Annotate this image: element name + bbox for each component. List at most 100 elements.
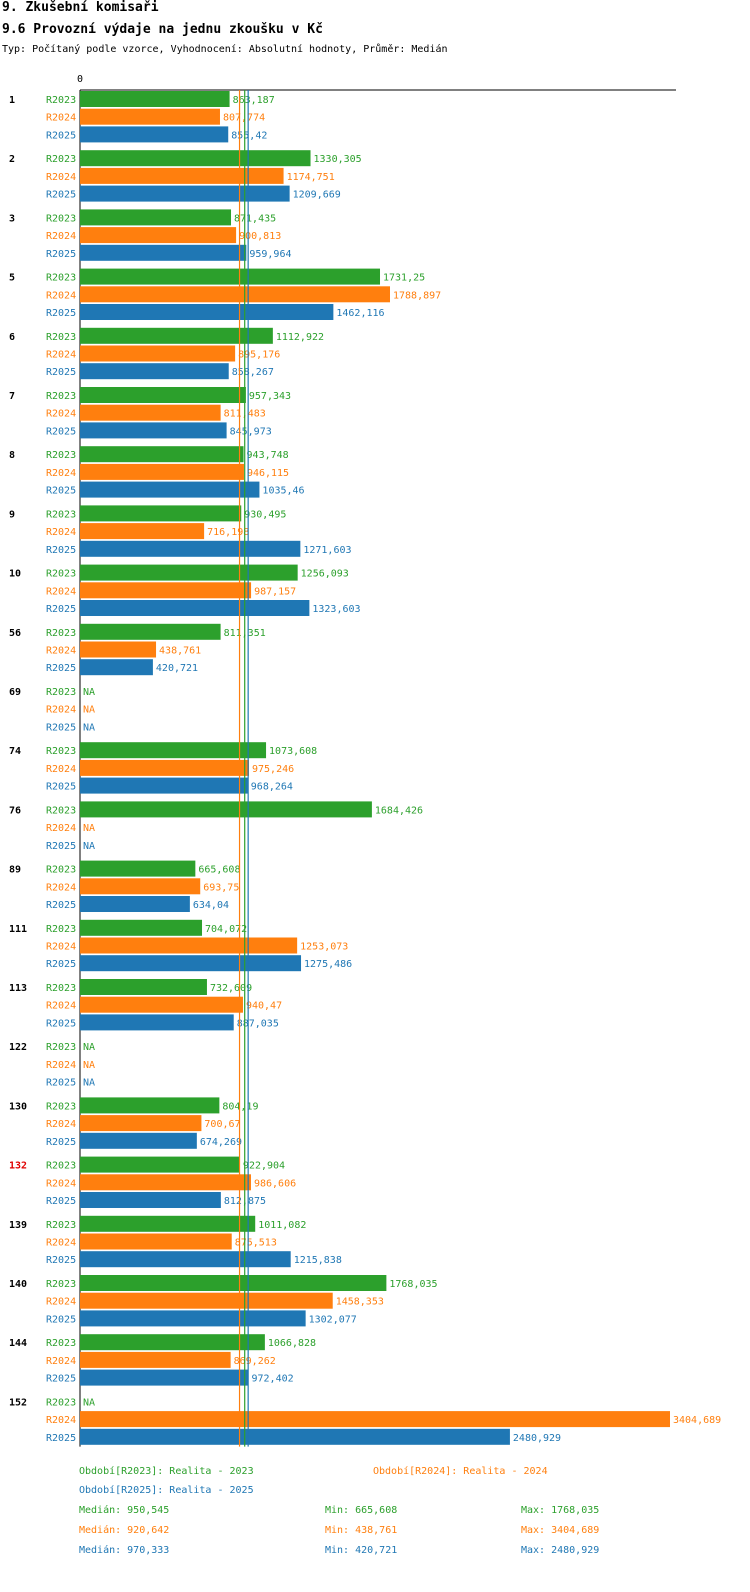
bar-130-R2024 xyxy=(80,1115,202,1132)
bar-6-R2023 xyxy=(80,327,273,344)
value-label-10-R2024: 987,157 xyxy=(254,586,296,597)
series-label-9-R2025: R2025 xyxy=(46,545,76,556)
category-label-130: 130 xyxy=(9,1101,27,1112)
bar-1-R2023 xyxy=(80,91,230,107)
bar-2-R2024 xyxy=(80,167,284,184)
value-label-8-R2025: 1035,46 xyxy=(262,486,304,497)
value-label-144-R2024: 869,262 xyxy=(234,1356,276,1367)
value-label-56-R2025: 420,721 xyxy=(156,663,198,674)
series-label-132-R2024: R2024 xyxy=(46,1178,76,1189)
stat-min-r2023: Min: 665,608 xyxy=(325,1505,398,1516)
bar-139-R2023 xyxy=(80,1215,256,1232)
value-label-5-R2025: 1462,116 xyxy=(336,308,384,319)
category-label-111: 111 xyxy=(9,924,27,935)
series-label-9-R2023: R2023 xyxy=(46,509,76,520)
value-label-69-R2025: NA xyxy=(83,722,95,733)
stat-max-r2023: Max: 1768,035 xyxy=(521,1505,600,1516)
category-label-69: 69 xyxy=(9,687,21,698)
value-label-89-R2023: 665,608 xyxy=(198,865,240,876)
category-label-139: 139 xyxy=(9,1220,27,1231)
bar-144-R2023 xyxy=(80,1334,265,1351)
bar-132-R2024 xyxy=(80,1174,251,1191)
bar-144-R2024 xyxy=(80,1351,231,1368)
series-label-152-R2023: R2023 xyxy=(46,1397,76,1408)
series-label-8-R2025: R2025 xyxy=(46,486,76,497)
series-label-113-R2024: R2024 xyxy=(46,1001,76,1012)
value-label-1-R2025: 855,42 xyxy=(231,130,267,141)
value-label-111-R2023: 704,072 xyxy=(205,924,247,935)
series-label-113-R2025: R2025 xyxy=(46,1018,76,1029)
value-label-2-R2024: 1174,751 xyxy=(287,172,335,183)
value-label-56-R2024: 438,761 xyxy=(159,646,201,657)
series-label-6-R2024: R2024 xyxy=(46,350,76,361)
category-label-152: 152 xyxy=(9,1397,27,1408)
value-label-10-R2023: 1256,093 xyxy=(301,569,349,580)
value-label-76-R2023: 1684,426 xyxy=(375,805,423,816)
series-label-144-R2024: R2024 xyxy=(46,1356,76,1367)
value-label-2-R2025: 1209,669 xyxy=(293,190,341,201)
series-label-7-R2023: R2023 xyxy=(46,391,76,402)
series-label-139-R2025: R2025 xyxy=(46,1255,76,1266)
bar-139-R2024 xyxy=(80,1233,232,1250)
category-label-56: 56 xyxy=(9,628,21,639)
stat-min-r2025: Min: 420,721 xyxy=(325,1545,398,1556)
legend-r2024: Období[R2024]: Realita - 2024 xyxy=(373,1466,548,1477)
series-label-6-R2025: R2025 xyxy=(46,367,76,378)
series-label-69-R2023: R2023 xyxy=(46,687,76,698)
value-label-89-R2025: 634,04 xyxy=(193,900,229,911)
bar-7-R2023 xyxy=(80,387,246,403)
value-label-139-R2023: 1011,082 xyxy=(258,1220,306,1231)
series-label-122-R2024: R2024 xyxy=(46,1060,76,1071)
legend-r2025: Období[R2025]: Realita - 2025 xyxy=(79,1485,254,1496)
series-label-111-R2024: R2024 xyxy=(46,942,76,953)
value-label-139-R2025: 1215,838 xyxy=(294,1255,342,1266)
series-label-132-R2023: R2023 xyxy=(46,1161,76,1172)
series-label-5-R2024: R2024 xyxy=(46,290,76,301)
bar-9-R2023 xyxy=(80,505,242,522)
bar-111-R2023 xyxy=(80,919,203,936)
value-label-130-R2023: 804,19 xyxy=(222,1101,258,1112)
bar-5-R2023 xyxy=(80,268,381,285)
bar-10-R2024 xyxy=(80,582,252,599)
bar-113-R2025 xyxy=(80,1014,234,1031)
series-label-3-R2025: R2025 xyxy=(46,249,76,260)
value-label-76-R2024: NA xyxy=(83,823,95,834)
value-label-152-R2025: 2480,929 xyxy=(513,1433,561,1444)
bar-7-R2025 xyxy=(80,422,227,439)
chart-title: 9.6 Provozní výdaje na jednu zkoušku v K… xyxy=(2,22,323,37)
bar-74-R2024 xyxy=(80,759,250,776)
value-label-89-R2024: 693,75 xyxy=(203,882,239,893)
value-label-10-R2025: 1323,603 xyxy=(312,604,360,615)
bar-8-R2023 xyxy=(80,446,244,463)
series-label-130-R2025: R2025 xyxy=(46,1137,76,1148)
series-label-7-R2024: R2024 xyxy=(46,409,76,420)
series-label-89-R2023: R2023 xyxy=(46,865,76,876)
bar-6-R2025 xyxy=(80,363,229,380)
series-label-74-R2023: R2023 xyxy=(46,746,76,757)
value-label-3-R2024: 900,813 xyxy=(239,231,281,242)
bar-3-R2023 xyxy=(80,209,232,226)
stat-median-r2024: Medián: 920,642 xyxy=(79,1525,170,1536)
bar-56-R2025 xyxy=(80,659,153,676)
bar-140-R2024 xyxy=(80,1292,333,1309)
series-label-89-R2025: R2025 xyxy=(46,900,76,911)
series-label-74-R2025: R2025 xyxy=(46,782,76,793)
value-label-113-R2023: 732,609 xyxy=(210,983,252,994)
category-label-74: 74 xyxy=(9,746,21,757)
value-label-7-R2023: 957,343 xyxy=(249,391,291,402)
section-title: 9. Zkušební komisaři xyxy=(2,0,159,15)
series-label-122-R2025: R2025 xyxy=(46,1078,76,1089)
series-label-10-R2025: R2025 xyxy=(46,604,76,615)
series-label-1-R2025: R2025 xyxy=(46,130,76,141)
value-label-9-R2024: 716,198 xyxy=(207,527,249,538)
bar-2-R2023 xyxy=(80,150,311,167)
series-label-122-R2023: R2023 xyxy=(46,1042,76,1053)
series-label-139-R2024: R2024 xyxy=(46,1238,76,1249)
value-label-132-R2024: 986,606 xyxy=(254,1178,296,1189)
category-label-89: 89 xyxy=(9,865,21,876)
bar-140-R2023 xyxy=(80,1275,387,1291)
bar-89-R2023 xyxy=(80,860,196,877)
value-label-9-R2025: 1271,603 xyxy=(303,545,351,556)
series-label-152-R2025: R2025 xyxy=(46,1433,76,1444)
bar-132-R2025 xyxy=(80,1192,221,1208)
